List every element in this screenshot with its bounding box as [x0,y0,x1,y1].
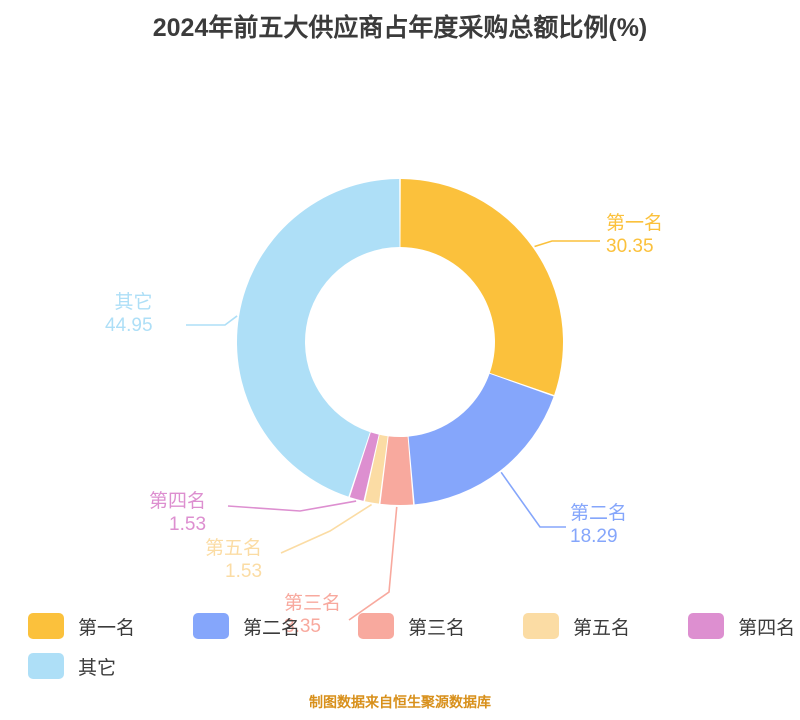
legend-label: 其它 [78,657,117,679]
footer-note: 制图数据来自恒生聚源数据库 [309,694,491,710]
slice-label-p3-name: 第三名 [284,593,342,614]
legend-item[interactable]: 第四名 [688,613,795,640]
donut-slice[interactable] [400,179,563,396]
donut-slice[interactable] [380,436,414,505]
slice-label-p2: 第二名 18.29 [570,502,627,548]
legend-swatch [28,653,64,679]
legend-row-2: 其它 [28,646,788,686]
legend-row-1: 第一名 第二名 第三名 第五名 第四名 [28,606,795,646]
slice-label-p1-value: 30.35 [606,236,654,257]
legend-item[interactable]: 第二名 [193,613,300,640]
slice-label-p1-name: 第一名 [606,213,664,234]
donut-slice[interactable] [408,373,554,505]
leader-line [534,240,600,248]
slice-label-p5-name: 第五名 [205,538,263,559]
slice-label-p5-value: 1.53 [225,561,263,582]
legend-label: 第二名 [243,617,301,639]
legend-item[interactable]: 其它 [28,653,116,680]
slice-label-other: 其它 44.95 [105,291,153,337]
donut-slice[interactable] [236,179,400,497]
legend-swatch [358,613,395,639]
slice-label-p3: 第三名 3.35 [284,592,341,638]
slice-label-p4-value: 1.53 [169,514,207,535]
slice-label-p4-name: 第四名 [149,491,207,512]
leader-line [227,500,357,512]
slice-label-other-name: 其它 [114,292,153,313]
legend-label: 第三名 [408,617,466,639]
chart-legend: 第一名 第二名 第三名 第五名 第四名 其它 [28,606,795,686]
legend-swatch [523,613,560,639]
legend-item[interactable]: 第一名 [28,613,135,640]
slice-label-p4: 第四名 1.53 [149,490,206,536]
leader-line [186,315,238,326]
donut-slice[interactable] [349,432,379,501]
leader-line-group [186,240,600,621]
legend-label: 第五名 [573,617,631,639]
legend-item[interactable]: 第五名 [523,613,630,640]
leader-line [500,471,566,528]
slice-label-p3-value: 3.35 [284,616,321,637]
leader-line [280,503,373,554]
slice-label-p2-name: 第二名 [570,503,628,524]
donut-slice[interactable] [365,434,388,504]
legend-swatch [193,613,230,639]
leader-line [348,506,398,621]
slice-label-p1: 第一名 30.35 [606,212,663,258]
legend-label: 第四名 [738,617,796,639]
legend-swatch [28,613,64,639]
slice-label-p2-value: 18.29 [570,526,618,547]
donut-slice-group [236,179,563,505]
slice-label-p5: 第五名 1.53 [205,537,262,583]
page-title: 2024年前五大供应商占年度采购总额比例(%) [152,14,648,42]
legend-label: 第一名 [78,617,136,639]
legend-swatch [688,613,725,639]
slice-label-other-value: 44.95 [105,315,153,336]
legend-item[interactable]: 第三名 [358,613,465,640]
